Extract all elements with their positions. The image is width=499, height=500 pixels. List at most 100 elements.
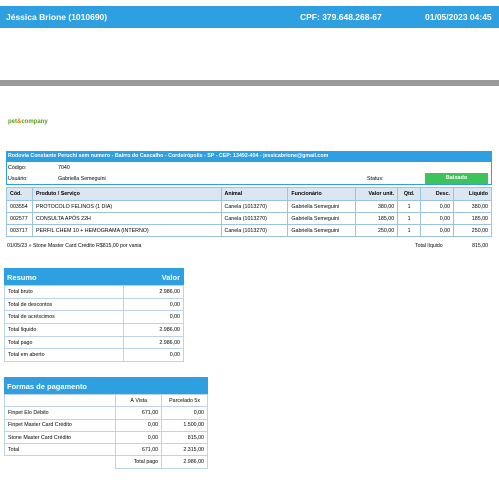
table-row: Total em aberto 0,00 xyxy=(3,348,184,363)
col-header: Qtd. xyxy=(397,187,422,201)
cell: 1 xyxy=(397,224,422,237)
cell: 0,00 xyxy=(123,310,184,325)
cell: 250,00 xyxy=(355,224,399,237)
table-row: Total de descontos 0,00 xyxy=(3,297,184,312)
info-box xyxy=(6,162,492,185)
cell: 815,00 xyxy=(161,430,208,445)
cell: Canela (1013270) xyxy=(220,212,289,225)
resumo-value-header: Valor xyxy=(161,273,180,282)
status-label: Status: xyxy=(367,176,384,182)
resumo-table: Total bruto 2.986,00 Total de descontos 0,… xyxy=(3,285,184,363)
cell: 0,00 xyxy=(420,224,455,237)
cell xyxy=(3,393,117,408)
cell: Canela (1013270) xyxy=(220,200,289,213)
cell: 671,00 xyxy=(115,406,163,420)
codigo-value: 7040 xyxy=(58,165,70,171)
cell xyxy=(5,456,116,468)
cell: 2.986,00 xyxy=(123,323,184,337)
cell: 0,00 xyxy=(123,348,184,363)
cell: PERFIL CHEM 10 + HEMOGRAMA (INTERNO) xyxy=(31,224,222,237)
usuario-label: Usuário: xyxy=(8,176,28,182)
col-header: À Vista xyxy=(115,393,163,408)
cell: 003717 xyxy=(6,224,33,237)
formas-table: À Vista Parcelado 5x Finpet Elo Débito 67… xyxy=(3,393,208,469)
cell: 1 xyxy=(397,212,422,225)
cell: Gabriella Semeguini xyxy=(287,224,357,237)
payment-note: 01/05/23 » Stone Master Card Crédito R$8… xyxy=(7,243,142,249)
cell: 003554 xyxy=(6,200,33,213)
table-row: Total líquido 2.986,00 xyxy=(3,323,184,337)
total-pago-value: 2.986,00 xyxy=(161,455,208,469)
cell: Total líquido xyxy=(3,323,125,337)
cell: 0,00 xyxy=(115,430,163,445)
col-header: Desc. xyxy=(420,187,455,201)
col-header: Animal xyxy=(220,187,289,201)
cell: Total de descontos xyxy=(3,297,125,312)
table-row: Finpet Master Card Crédito 0,00 1.500,00 xyxy=(3,418,208,432)
cell: 1 xyxy=(397,200,422,213)
col-header: Parcelado 5x xyxy=(161,393,208,408)
table-row: 002577 CONSULTA APÓS 22H Canela (1013270… xyxy=(6,212,492,225)
cell: Canela (1013270) xyxy=(220,224,289,237)
cell: 380,00 xyxy=(355,200,399,213)
table-row: Total pago 2.986,00 xyxy=(5,455,208,469)
client-address: Rodovia Constante Peruchi sem numero - B… xyxy=(6,151,492,162)
table-row: 003554 PROTOCOLO FELINOS (1 DIA) Canela … xyxy=(6,200,492,213)
items-header-row: Cód. Produto / Serviço Animal Funcionári… xyxy=(6,187,492,201)
cell: PROTOCOLO FELINOS (1 DIA) xyxy=(31,200,222,213)
cell: Total pago xyxy=(3,335,125,350)
cell: 002577 xyxy=(6,212,33,225)
cell: Total bruto xyxy=(3,285,125,299)
total-pago-label: Total pago xyxy=(115,455,163,469)
header-bar: Jéssica Brione (1010690) CPF: 379.648.26… xyxy=(0,6,499,28)
patient-name: Jéssica Brione (1010690) xyxy=(6,12,108,22)
cell: Stone Master Card Crédito xyxy=(3,430,117,445)
cell: 2.986,00 xyxy=(123,285,184,299)
table-row: Total pago 2.986,00 xyxy=(3,335,184,350)
cell: 2.315,00 xyxy=(161,443,208,457)
cell: 0,00 xyxy=(115,418,163,432)
cell: Total de acréscimos xyxy=(3,310,125,325)
col-header: Funcionário xyxy=(287,187,357,201)
formas-title: Formas de pagamento xyxy=(7,382,88,391)
table-row: Total bruto 2.986,00 xyxy=(3,285,184,299)
print-datetime: 01/05/2023 04:45 xyxy=(425,12,492,22)
table-row: Total de acréscimos 0,00 xyxy=(3,310,184,325)
company-logo: pet&company xyxy=(8,119,48,125)
items-table: Cód. Produto / Serviço Animal Funcionári… xyxy=(6,187,492,237)
cell: Total em aberto xyxy=(3,348,125,363)
cell: 380,00 xyxy=(453,200,492,213)
cell: Finpet Master Card Crédito xyxy=(3,418,117,432)
cell: Gabriella Semeguini xyxy=(287,212,357,225)
cell: 1.500,00 xyxy=(161,418,208,432)
total-liquido-label: Total líquido xyxy=(415,243,443,249)
codigo-label: Código: xyxy=(8,165,27,171)
cell: 0,00 xyxy=(420,212,455,225)
table-row: Total 671,00 2.315,00 xyxy=(3,443,208,457)
resumo-section: Resumo Valor Total bruto 2.986,00 Total d… xyxy=(3,268,184,363)
resumo-title: Resumo xyxy=(7,273,37,282)
cell: 250,00 xyxy=(453,224,492,237)
table-row: Finpet Elo Débito 671,00 0,00 xyxy=(3,406,208,420)
col-header: Produto / Serviço xyxy=(31,187,222,201)
col-header: Cód. xyxy=(6,187,33,201)
formas-header: Formas de pagamento xyxy=(4,377,208,394)
cell: 671,00 xyxy=(115,443,163,457)
formas-header-row: À Vista Parcelado 5x xyxy=(3,393,208,408)
cell: 185,00 xyxy=(355,212,399,225)
cell: 0,00 xyxy=(161,406,208,420)
cell: CONSULTA APÓS 22H xyxy=(31,212,222,225)
formas-section: Formas de pagamento À Vista Parcelado 5x… xyxy=(3,377,208,469)
table-row: Stone Master Card Crédito 0,00 815,00 xyxy=(3,430,208,445)
status-badge: Baixado xyxy=(425,173,488,184)
col-header: Líquido xyxy=(453,187,492,201)
cell: Total xyxy=(3,443,117,457)
cell: 0,00 xyxy=(420,200,455,213)
patient-cpf: CPF: 379.648.268-67 xyxy=(300,12,382,22)
divider-bar xyxy=(0,80,499,86)
cell: 185,00 xyxy=(453,212,492,225)
cell: Finpet Elo Débito xyxy=(3,406,117,420)
total-liquido-value: 815,00 xyxy=(472,243,488,249)
cell: Gabriella Semeguini xyxy=(287,200,357,213)
cell: 2.986,00 xyxy=(123,335,184,350)
